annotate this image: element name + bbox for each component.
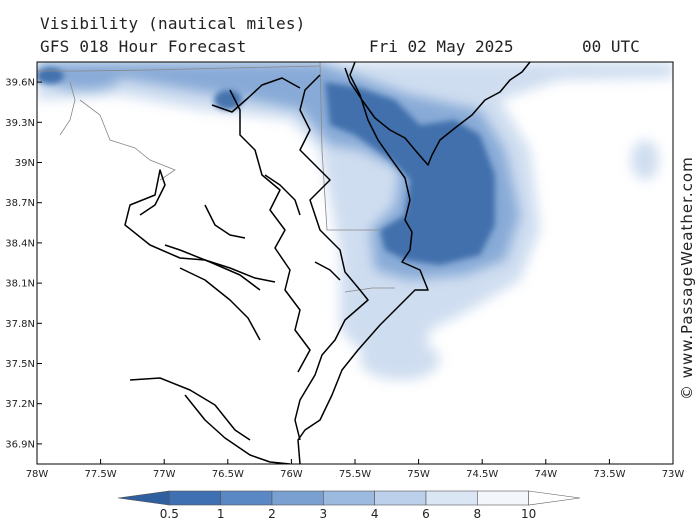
fog-patch-nw	[214, 90, 242, 110]
coastlines	[124, 62, 531, 464]
lon-tick-label: 73W	[662, 469, 685, 480]
legend-label: 8	[474, 507, 482, 521]
fog-region-light-north	[37, 62, 673, 380]
legend-label: 2	[268, 507, 276, 521]
legend-swatch	[169, 490, 221, 506]
lat-tick-label: 37.2N	[5, 399, 35, 410]
lat-tick-label: 38.7N	[5, 198, 35, 209]
legend-label: 6	[422, 507, 430, 521]
legend-label: 0.5	[160, 507, 179, 521]
color-legend: 0.5 1 2 3 4 6 8 10	[117, 490, 581, 521]
rappahannock-river	[164, 244, 261, 291]
delmarva-atlantic-coast	[297, 231, 429, 464]
lon-tick-label: 76.5W	[212, 469, 244, 480]
lon-tick-label: 77.5W	[85, 469, 117, 480]
legend-swatch	[477, 490, 529, 506]
fog-region-dense	[325, 82, 495, 265]
legend-swatch	[374, 490, 427, 506]
legend-overflow-triangle	[528, 490, 581, 506]
choptank-river	[264, 174, 301, 216]
lat-tick-label: 38.4N	[5, 238, 35, 249]
state-borders	[37, 62, 395, 293]
lat-tick-label: 39.6N	[5, 78, 35, 89]
legend-swatch	[323, 490, 375, 506]
forecast-date: Fri 02 May 2025	[369, 37, 514, 56]
fog-patch-southeast	[360, 340, 440, 380]
lat-tick-label: 37.8N	[5, 319, 35, 330]
md-va-border	[79, 99, 176, 181]
visibility-shading	[37, 62, 673, 380]
latitude-axis: 39.6N 39.3N 39N 38.7N 38.4N 38.1N 37.8N 37.5N 37…	[5, 78, 42, 450]
chart-title: Visibility (nautical miles)	[40, 14, 306, 33]
chesapeake-mouth-west	[184, 394, 291, 464]
lon-tick-label: 75W	[407, 469, 430, 480]
delaware-bay-west	[349, 62, 413, 233]
susquehanna-inlet	[211, 77, 301, 113]
fog-patch-far-west	[37, 68, 64, 84]
lat-tick-label: 39.3N	[5, 118, 35, 129]
james-river	[129, 377, 251, 441]
legend-label: 1	[217, 507, 225, 521]
legend-label: 10	[521, 507, 536, 521]
watermark-text: © www.PassageWeather.com	[678, 156, 696, 400]
lat-tick-label: 36.9N	[5, 439, 35, 450]
lat-tick-label: 38.1N	[5, 279, 35, 290]
md-wv-border	[59, 81, 76, 136]
lon-tick-label: 77W	[153, 469, 176, 480]
lat-tick-label: 37.5N	[5, 359, 35, 370]
chesapeake-eastern-shore	[294, 74, 369, 441]
legend-swatch	[220, 490, 273, 506]
chesapeake-western-shore	[229, 89, 311, 373]
legend-swatch	[425, 490, 478, 506]
forecast-time: 00 UTC	[582, 37, 640, 56]
nj-coast	[344, 62, 531, 166]
lon-tick-label: 74.5W	[466, 469, 498, 480]
fog-patch-west	[50, 66, 120, 90]
legend-label: 3	[320, 507, 328, 521]
legend-underflow-triangle	[117, 490, 170, 506]
legend-label: 4	[371, 507, 379, 521]
lon-tick-label: 73.5W	[593, 469, 625, 480]
longitude-axis: 78W 77.5W 77W 76.5W 76W 75.5W 75W 74.5W 74W 73.5W…	[26, 459, 685, 480]
lat-tick-label: 39N	[15, 158, 35, 169]
nanticoke-river	[314, 261, 341, 281]
lon-tick-label: 75.5W	[339, 469, 371, 480]
patuxent-river	[204, 204, 246, 239]
york-james-rivers	[179, 267, 261, 341]
de-md-border	[319, 62, 380, 231]
va-md-eastern-border	[344, 287, 395, 293]
lon-tick-label: 78W	[26, 469, 49, 480]
lon-tick-label: 74W	[534, 469, 557, 480]
legend-swatch	[271, 490, 324, 506]
potomac-river	[124, 169, 276, 283]
forecast-subtitle: GFS 018 Hour Forecast	[40, 37, 247, 56]
md-pa-border	[37, 65, 321, 72]
lon-tick-label: 76W	[280, 469, 303, 480]
fog-patch-offshore	[631, 140, 659, 180]
